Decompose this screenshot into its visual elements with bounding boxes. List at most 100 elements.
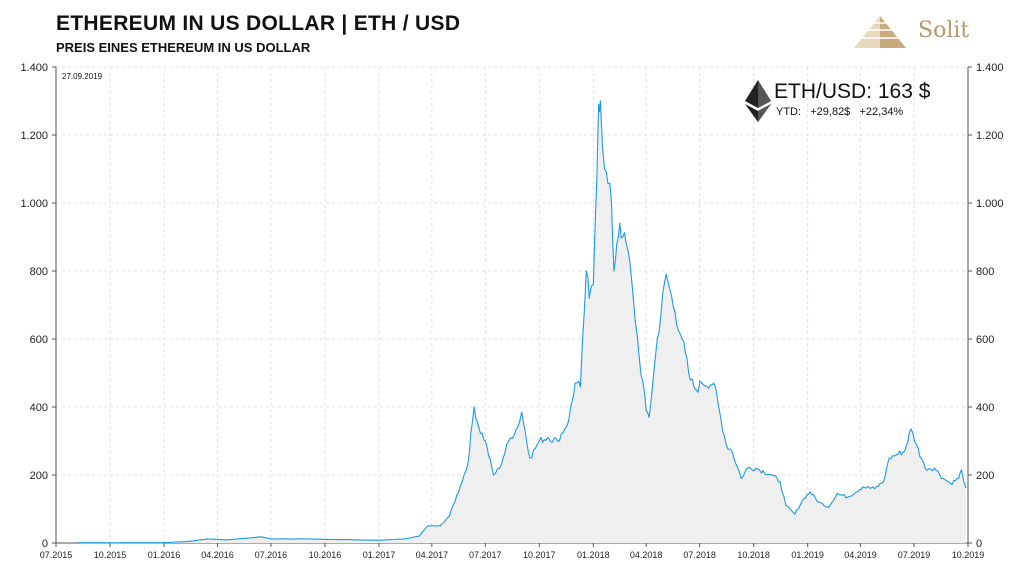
data-point xyxy=(648,416,650,418)
data-point xyxy=(610,202,613,204)
data-point xyxy=(632,297,634,299)
x-tick-label: 10.2017 xyxy=(523,550,556,560)
brand-name: Solit xyxy=(918,18,970,43)
data-point xyxy=(342,539,344,541)
y-tick-label-right: 1.200 xyxy=(976,130,1004,142)
x-tick-label: 10.2018 xyxy=(737,550,770,560)
data-point xyxy=(492,474,495,476)
chart-title: ETHEREUM IN US DOLLAR | ETH / USD xyxy=(56,12,461,35)
y-tick-label-left: 1.200 xyxy=(20,130,48,142)
data-point xyxy=(665,273,667,275)
data-point xyxy=(478,426,480,428)
data-point xyxy=(473,406,475,408)
data-point xyxy=(895,454,897,456)
y-tick-label-left: 600 xyxy=(30,334,48,346)
ytd-label: YTD: xyxy=(776,106,802,118)
x-tick-label: 10.2019 xyxy=(952,550,985,560)
chart-date: 27.09.2019 xyxy=(62,72,103,81)
x-tick-label: 10.2016 xyxy=(309,550,342,560)
data-point xyxy=(802,498,805,500)
pyramid-icon xyxy=(854,16,906,48)
y-tick-label-left: 1.400 xyxy=(20,62,48,74)
data-point xyxy=(740,477,742,479)
data-point xyxy=(516,426,519,428)
data-point xyxy=(529,457,531,459)
data-point xyxy=(924,467,926,469)
data-point xyxy=(681,338,683,340)
data-point xyxy=(827,506,829,508)
data-point xyxy=(619,222,621,224)
data-point xyxy=(809,491,811,493)
data-point xyxy=(656,338,658,340)
data-point xyxy=(794,513,796,515)
data-point xyxy=(574,382,576,384)
solit-logo: Solit xyxy=(848,12,978,52)
data-point xyxy=(965,486,967,489)
data-point xyxy=(847,496,849,498)
ytd-abs: +29,82$ xyxy=(810,106,851,118)
data-point xyxy=(933,467,936,469)
data-point xyxy=(260,536,263,538)
data-point xyxy=(592,284,594,286)
data-point xyxy=(538,440,540,442)
data-point xyxy=(439,525,441,527)
ytd-pct: +22,34% xyxy=(859,106,904,118)
series-area xyxy=(78,101,966,543)
x-tick-label: 07.2019 xyxy=(898,550,931,560)
data-point xyxy=(701,382,703,384)
data-point xyxy=(225,539,227,541)
x-tick-label: 10.2015 xyxy=(94,550,127,560)
y-tick-label-right: 1.000 xyxy=(976,198,1004,210)
data-point xyxy=(448,515,451,517)
data-point xyxy=(779,481,781,483)
data-point xyxy=(599,100,601,102)
y-tick-label-left: 200 xyxy=(30,470,48,482)
y-tick-label-right: 1.400 xyxy=(976,62,1004,74)
data-point xyxy=(77,542,79,544)
data-point xyxy=(910,428,912,430)
data-point xyxy=(588,297,590,299)
data-point xyxy=(163,542,165,544)
ytd-line: YTD: +29,82$ +22,34% xyxy=(776,106,903,118)
data-point xyxy=(622,236,624,238)
data-point xyxy=(689,379,691,381)
price-label: ETH/USD: 163 $ xyxy=(774,80,931,103)
data-point xyxy=(460,484,462,486)
data-point xyxy=(603,168,606,170)
x-tick-label: 01.2016 xyxy=(148,550,181,560)
data-point xyxy=(270,538,272,540)
data-point xyxy=(713,382,715,384)
data-point xyxy=(467,464,469,466)
y-tick-label-right: 400 xyxy=(976,402,994,414)
data-point xyxy=(746,467,748,469)
x-tick-label: 07.2016 xyxy=(255,550,288,560)
x-tick-label: 04.2019 xyxy=(844,550,877,560)
data-point xyxy=(755,467,757,469)
data-point xyxy=(725,443,727,445)
data-point xyxy=(695,389,697,391)
data-point xyxy=(942,477,944,479)
data-point xyxy=(568,420,570,422)
data-point xyxy=(638,355,640,357)
data-point xyxy=(836,493,838,495)
data-point xyxy=(915,443,917,445)
x-tick-label: 01.2019 xyxy=(791,550,824,560)
data-point xyxy=(556,440,559,442)
data-point xyxy=(404,538,407,540)
data-point xyxy=(958,477,960,479)
x-tick-label: 07.2018 xyxy=(683,550,716,560)
y-tick-label-right: 200 xyxy=(976,470,994,482)
x-tick-label: 04.2018 xyxy=(630,550,663,560)
x-tick-label: 01.2017 xyxy=(363,550,396,560)
y-tick-label-left: 400 xyxy=(30,402,48,414)
data-point xyxy=(484,440,486,442)
y-tick-label-right: 600 xyxy=(976,334,994,346)
x-tick-label: 01.2018 xyxy=(577,550,610,560)
y-tick-label-left: 800 xyxy=(30,266,48,278)
data-point xyxy=(731,450,733,452)
y-tick-label-left: 0 xyxy=(42,538,48,550)
data-point xyxy=(418,535,420,537)
y-tick-label-left: 1.000 xyxy=(20,198,48,210)
data-point xyxy=(378,539,380,541)
